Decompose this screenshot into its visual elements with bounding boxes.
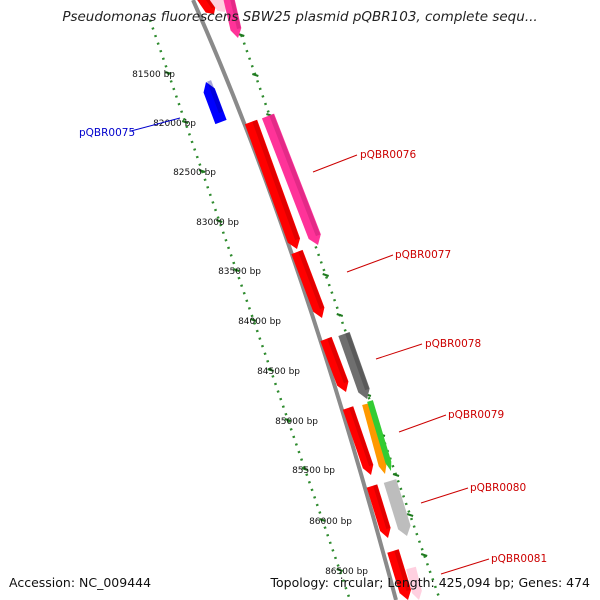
ruler-tick-label: 81500 bp	[132, 70, 175, 80]
gene-label-pqbr0078: pQBR0078	[425, 338, 481, 350]
gene-label-pqbr0076: pQBR0076	[360, 149, 416, 161]
outer-ruler-tick	[322, 273, 330, 277]
gene-label-pqbr0081: pQBR0081	[491, 553, 547, 565]
outer-ruler-tick	[237, 33, 245, 37]
gene-feature-pqbr0077	[291, 249, 325, 318]
ruler-tick	[215, 219, 223, 223]
gene-label-leader	[312, 154, 358, 173]
gene-feature-pqbr0078-b-shade	[345, 332, 370, 391]
gene-label-pqbr0079: pQBR0079	[448, 409, 504, 421]
gene-feature-pqbr0081-a-shade	[394, 549, 411, 592]
gene-feature-pqbr0079-a	[342, 406, 374, 475]
gene-feature-top-pink-shade	[230, 0, 241, 29]
gene-label-pqbr0080: pQBR0080	[470, 482, 526, 494]
ruler-tick-label: 82000 bp	[153, 119, 196, 129]
gene-feature-top-cds	[197, 0, 216, 14]
gene-feature-pqbr0075	[203, 82, 227, 125]
gene-feature-top-pink	[223, 0, 242, 38]
ruler-tick	[267, 368, 275, 372]
gene-feature-pqbr0076-b	[261, 113, 321, 245]
gene-label-pqbr0075: pQBR0075	[79, 127, 135, 139]
ruler-tick-label: 83500 bp	[218, 267, 261, 277]
ruler-tick-label: 85000 bp	[275, 417, 318, 427]
gene-feature-pqbr0081-a	[387, 549, 412, 600]
gene-feature-pqbr0080-b	[383, 479, 411, 536]
outer-ruler-dots	[234, 19, 442, 600]
gene-label-leader	[346, 254, 394, 273]
page-title: Pseudomonas fluorescens SBW25 plasmid pQ…	[62, 9, 538, 25]
gene-feature-pqbr0079-b	[362, 402, 387, 474]
gene-feature-pqbr0077-shade	[298, 250, 324, 310]
gene-feature-pqbr0078-a-shade	[327, 337, 348, 384]
gene-feature-pqbr0080-a	[366, 484, 391, 538]
gene-label-leader	[375, 343, 423, 360]
gene-feature-pqbr0079-a-shade	[349, 406, 373, 467]
gene-feature-pqbr0075-shade	[207, 80, 223, 114]
gene-feature-top-light	[209, 0, 227, 12]
ruler-tick	[301, 467, 309, 471]
gene-feature-pqbr0078-b	[338, 331, 370, 399]
gene-feature-pqbr0076-b-shade	[269, 113, 321, 237]
gene-label-leader	[130, 117, 181, 132]
ruler-tick	[284, 418, 292, 422]
ruler-tick	[232, 268, 240, 272]
ruler-tick-label: 86000 bp	[309, 517, 352, 527]
ruler-tick-label: 84500 bp	[257, 367, 300, 377]
outer-ruler-tick	[392, 473, 400, 477]
accession-text: Accession: NC_009444	[9, 575, 152, 590]
ruler-tick-label: 83000 bp	[196, 218, 239, 228]
gene-feature-pqbr0076-a-shade	[252, 120, 300, 241]
ruler-tick	[181, 120, 189, 124]
ruler-tick	[164, 71, 172, 75]
ruler-tick-label: 82500 bp	[173, 168, 216, 178]
outer-ruler-tick	[406, 513, 414, 517]
outer-ruler-tick	[252, 73, 259, 77]
genome-backbone	[191, 0, 398, 600]
gene-feature-pqbr0079-c	[367, 400, 392, 471]
ruler-tick	[319, 518, 326, 522]
gene-feature-pqbr0081-b	[406, 566, 422, 600]
topology-summary-text: Topology: circular; Length: 425,094 bp; …	[270, 575, 591, 590]
gene-label-leader	[398, 414, 447, 433]
ruler-tick	[336, 568, 343, 572]
ruler-tick	[198, 169, 206, 173]
gene-label-leader	[440, 558, 490, 575]
ruler-tick	[250, 318, 257, 322]
gene-feature-top-cds-shade	[205, 0, 216, 9]
ruler-tick-label: 84000 bp	[238, 317, 281, 327]
ruler-tick-label: 85500 bp	[292, 466, 335, 476]
ruler-tick-label: 86500 bp	[325, 567, 368, 577]
gene-feature-pqbr0078-a	[320, 336, 349, 392]
outer-ruler-tick	[336, 313, 344, 317]
gene-label-leader	[420, 487, 469, 504]
gene-feature-pqbr0080-a-shade	[373, 484, 391, 530]
gene-feature-pqbr0076-a	[244, 119, 301, 249]
outer-ruler-tick	[420, 553, 428, 557]
gene-label-pqbr0077: pQBR0077	[395, 249, 451, 261]
